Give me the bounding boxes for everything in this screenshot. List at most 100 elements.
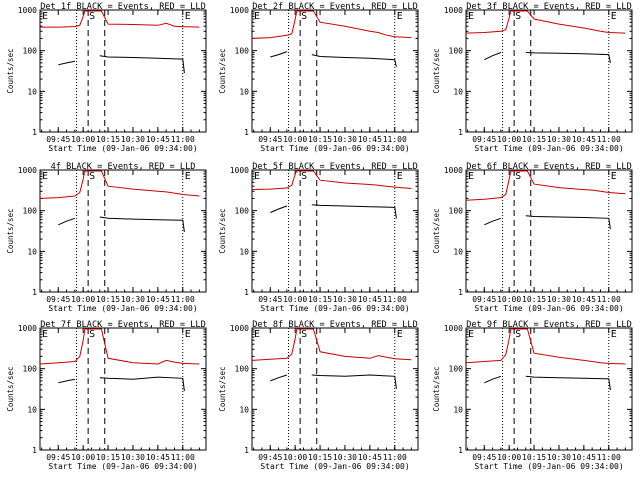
series-lld-line [251, 170, 412, 191]
marker-s-label: S [301, 171, 307, 182]
y-tick-label: 1000 [444, 166, 463, 175]
y-tick-label: 1 [32, 128, 37, 137]
x-tick-label: 10:15 [96, 135, 120, 144]
marker-e-label: E [185, 171, 191, 182]
series-lld-line [40, 10, 200, 28]
x-tick-label: 10:45 [572, 295, 596, 304]
chart-panel-9: Det 9f BLACK = Events, RED = LLD 1 10 100 10… [432, 320, 633, 471]
x-axis-label: Start Time (09-Jan-06 09:34:00) [260, 144, 409, 153]
chart-title: Det 5f BLACK = Events, RED = LLD [252, 162, 418, 172]
chart-panel-7: Det 7f BLACK = Events, RED = LLD 1 10 100 10… [6, 320, 207, 471]
y-tick-label: 1 [458, 128, 463, 137]
plot-frame [251, 169, 419, 293]
x-tick-label: 10:45 [358, 453, 382, 462]
x-tick-label: 09:45 [258, 135, 282, 144]
x-tick-label: 10:30 [547, 135, 571, 144]
plot-frame [251, 327, 419, 451]
marker-s-label: S [301, 11, 307, 22]
marker-e-label: E [42, 11, 48, 22]
x-tick-label: 10:45 [358, 295, 382, 304]
y-axis-label: Counts/sec [218, 366, 227, 411]
x-axis-label: Start Time (09-Jan-06 09:34:00) [48, 304, 197, 313]
series-events-line [270, 51, 397, 67]
series-lld-line [39, 328, 200, 365]
y-tick-label: 10 [239, 87, 249, 96]
y-axis-label: Counts/sec [6, 48, 15, 93]
series-events-line [270, 204, 397, 219]
x-tick-label: 11:00 [597, 295, 621, 304]
marker-e-label: E [397, 11, 403, 22]
x-tick-label: 10:00 [283, 295, 307, 304]
y-tick-label: 1000 [18, 324, 37, 333]
x-tick-label: 11:00 [383, 135, 407, 144]
x-tick-label: 10:15 [96, 295, 120, 304]
y-axis-label: Counts/sec [218, 48, 227, 93]
y-tick-label: 100 [23, 365, 38, 374]
x-axis-label: Start Time (09-Jan-06 09:34:00) [474, 462, 623, 471]
x-tick-label: 10:00 [497, 453, 521, 462]
x-tick-label: 10:30 [121, 453, 145, 462]
y-tick-label: 1 [244, 288, 249, 297]
x-tick-label: 10:00 [71, 135, 95, 144]
x-tick-label: 10:30 [121, 135, 145, 144]
marker-e-label: E [397, 329, 403, 340]
y-tick-label: 1000 [444, 6, 463, 15]
x-tick-label: 11:00 [383, 295, 407, 304]
chart-panel-5: Det 5f BLACK = Events, RED = LLD 1 10 100 10… [218, 162, 419, 313]
chart-panel-8: Det 8f BLACK = Events, RED = LLD 1 10 100 10… [218, 320, 419, 471]
y-tick-label: 1000 [230, 324, 249, 333]
x-tick-label: 10:45 [146, 135, 170, 144]
y-tick-label: 10 [27, 405, 37, 414]
marker-e-label: E [397, 171, 403, 182]
chart-panel-2: Det 2f BLACK = Events, RED = LLD 1 10 100 10… [218, 2, 419, 153]
x-tick-label: 10:45 [146, 295, 170, 304]
y-tick-label: 1000 [18, 166, 37, 175]
series-lld-line [251, 10, 412, 39]
series-events-line [484, 215, 611, 230]
marker-e-label: E [254, 171, 260, 182]
marker-e-label: E [611, 11, 617, 22]
x-tick-label: 10:45 [146, 453, 170, 462]
y-tick-label: 10 [453, 87, 463, 96]
x-tick-label: 09:45 [46, 135, 70, 144]
marker-e-label: E [42, 329, 48, 340]
marker-s-label: S [89, 171, 95, 182]
series-events-line [270, 374, 397, 389]
series-events-line [58, 216, 185, 232]
y-axis-label: Counts/sec [6, 366, 15, 411]
chart-title: Det 2f BLACK = Events, RED = LLD [252, 2, 418, 12]
y-tick-label: 1 [458, 288, 463, 297]
x-tick-label: 11:00 [597, 453, 621, 462]
plot-frame [465, 327, 633, 451]
marker-e-label: E [468, 11, 474, 22]
marker-s-label: S [515, 11, 521, 22]
x-tick-label: 10:45 [358, 135, 382, 144]
x-tick-label: 10:15 [308, 135, 332, 144]
x-tick-label: 10:15 [522, 295, 546, 304]
y-tick-label: 1 [32, 446, 37, 455]
y-tick-label: 1 [458, 446, 463, 455]
y-tick-label: 1000 [18, 6, 37, 15]
marker-s-label: S [515, 171, 521, 182]
x-tick-label: 11:00 [383, 453, 407, 462]
x-tick-label: 10:00 [497, 135, 521, 144]
x-axis-label: Start Time (09-Jan-06 09:34:00) [474, 304, 623, 313]
series-lld-line [465, 328, 626, 365]
marker-e-label: E [611, 171, 617, 182]
x-axis-label: Start Time (09-Jan-06 09:34:00) [48, 144, 197, 153]
y-tick-label: 10 [453, 247, 463, 256]
x-tick-label: 11:00 [171, 453, 195, 462]
series-events-line [58, 55, 185, 74]
chart-panel-4: 4f BLACK = Events, RED = LLD 1 10 100 1000 Co… [6, 162, 207, 313]
marker-s-label: S [301, 329, 307, 340]
series-events-line [58, 376, 185, 392]
x-tick-label: 10:45 [572, 135, 596, 144]
series-events-line [484, 375, 611, 390]
y-axis-label: Counts/sec [432, 208, 441, 253]
x-tick-label: 10:15 [522, 453, 546, 462]
x-axis-label: Start Time (09-Jan-06 09:34:00) [260, 462, 409, 471]
x-tick-label: 11:00 [171, 135, 195, 144]
marker-e-label: E [185, 329, 191, 340]
y-tick-label: 1000 [230, 6, 249, 15]
